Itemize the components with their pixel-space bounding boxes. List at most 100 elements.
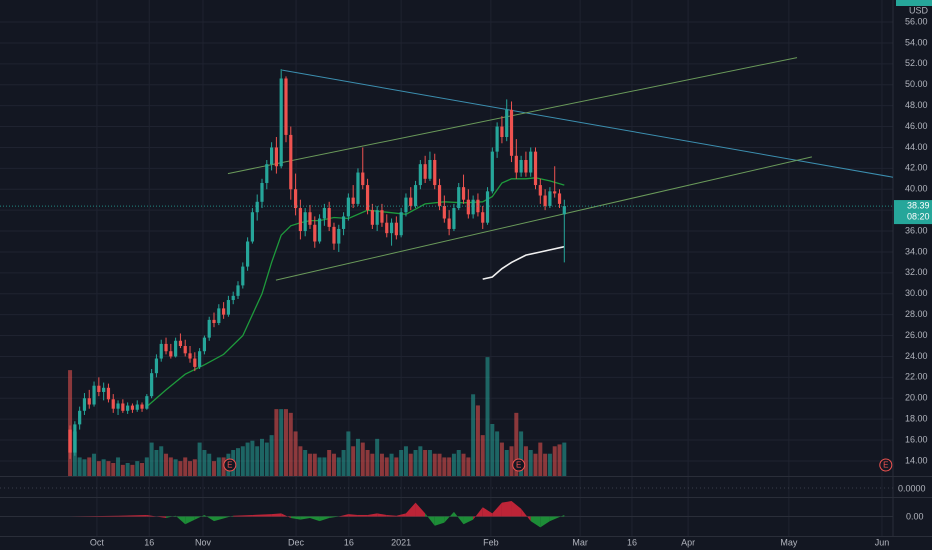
volume-bar <box>442 457 447 476</box>
candle-body <box>188 353 192 359</box>
y-tick-label: 44.00 <box>905 142 928 152</box>
y-tick-label: 26.00 <box>905 330 928 340</box>
oscillator-area <box>70 515 119 517</box>
y-tick-label: 46.00 <box>905 121 928 131</box>
candle-body <box>433 159 437 186</box>
volume-bar <box>125 463 130 476</box>
volume-bar <box>379 453 384 476</box>
candle-body <box>317 218 322 242</box>
volume-bar <box>447 457 452 476</box>
oscillator-area <box>233 514 253 517</box>
candle-body <box>437 185 442 206</box>
oscillator-area <box>444 511 454 523</box>
last-price-label: 38.39 <box>907 200 930 210</box>
oscillator-area <box>329 516 339 519</box>
countdown-label: 08:20 <box>907 211 930 221</box>
volume-bar <box>101 459 106 476</box>
volume-bar <box>451 453 456 476</box>
x-tick-label: Jun <box>875 537 890 547</box>
x-tick-label: 16 <box>344 537 354 547</box>
x-tick-label: 2021 <box>391 537 411 547</box>
candle-body <box>265 164 269 183</box>
y-tick-label: 30.00 <box>905 288 928 298</box>
candle-body <box>284 78 288 135</box>
candle-body <box>346 197 350 217</box>
candle-body <box>174 340 178 357</box>
volume-bar <box>135 461 140 476</box>
volume-bar <box>250 440 255 476</box>
volume-bar <box>283 409 288 476</box>
top-price-tag <box>896 0 932 6</box>
candle-body <box>106 387 111 400</box>
candle-body <box>198 351 202 367</box>
volume-bar <box>346 431 351 476</box>
volume-bar <box>341 450 346 476</box>
candle-body <box>327 208 331 227</box>
candle-body <box>250 212 255 242</box>
candle-body <box>514 155 518 173</box>
oscillator-area <box>309 516 320 522</box>
volume-bar <box>288 412 293 476</box>
candle-body <box>298 208 302 232</box>
volume-bar <box>298 446 303 476</box>
oscillator-area <box>194 514 205 520</box>
volume-bar <box>255 446 260 476</box>
volume-bar <box>394 457 399 476</box>
volume-bar <box>336 457 341 476</box>
candle-body <box>82 398 87 411</box>
y-tick-label: 14.00 <box>905 455 928 465</box>
volume-bar <box>120 464 125 476</box>
candle-body <box>404 197 408 213</box>
candle-body <box>231 295 235 301</box>
y-tick-label: 28.00 <box>905 309 928 319</box>
volume-bar <box>384 457 389 476</box>
x-tick-label: Apr <box>681 537 695 547</box>
candle-body <box>102 387 106 392</box>
volume-bar <box>312 453 317 476</box>
earnings-marker <box>223 458 237 472</box>
volume-bar <box>389 453 394 476</box>
candle-body <box>466 199 470 215</box>
candle-body <box>365 185 370 211</box>
volume-bar <box>427 450 432 476</box>
candle-body <box>380 210 384 223</box>
volume-bar <box>207 453 212 476</box>
volume-bar <box>413 450 418 476</box>
candle-body <box>341 216 346 229</box>
volume-bar <box>164 453 169 476</box>
volume-bar <box>188 461 193 476</box>
candle-body <box>471 199 475 215</box>
x-tick-label: Feb <box>483 537 499 547</box>
volume-bar <box>202 450 207 476</box>
oscillator-area <box>300 516 310 520</box>
candle-body <box>135 404 139 410</box>
oscillator-area <box>338 514 349 517</box>
candle-body <box>519 159 523 173</box>
volume-bar <box>538 442 543 476</box>
candle-body <box>457 187 461 209</box>
y-tick-label: 34.00 <box>905 246 928 256</box>
candle-body <box>356 172 360 204</box>
oscillator-area <box>214 515 234 522</box>
candle-body <box>490 151 494 192</box>
oscillator-area <box>290 516 301 520</box>
volume-bar <box>82 459 87 476</box>
candle-body <box>241 266 245 286</box>
volume-bar <box>149 442 154 476</box>
y-tick-label: 52.00 <box>905 58 928 68</box>
y-tick-label: 24.00 <box>905 351 928 361</box>
oscillator-area <box>549 514 565 522</box>
volume-bar <box>236 448 241 476</box>
candle-body <box>217 308 221 324</box>
candle-body <box>303 212 307 232</box>
volume-bar <box>485 357 490 476</box>
oscillator-area <box>492 502 502 517</box>
candle-body <box>212 319 216 324</box>
candle-body <box>509 109 514 156</box>
candle-body <box>169 351 173 357</box>
oscillator-area <box>396 513 406 517</box>
volume-bar <box>331 453 336 476</box>
y-tick-label: 20.00 <box>905 393 928 403</box>
